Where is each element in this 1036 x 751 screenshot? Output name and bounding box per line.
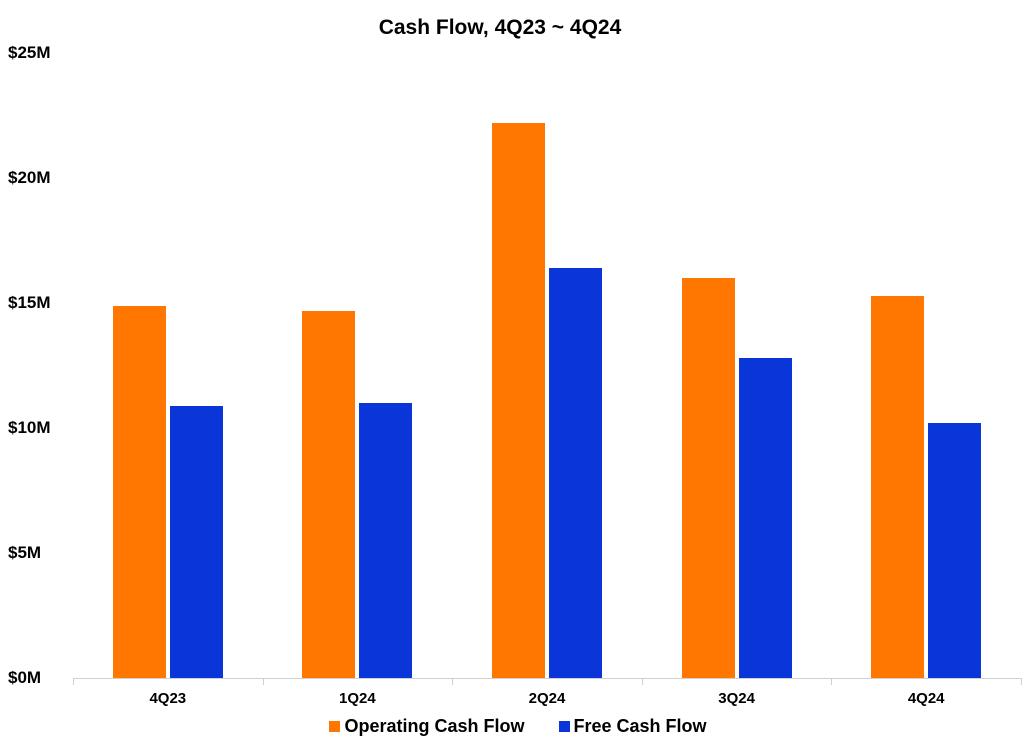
- bar-free-cash-flow: [738, 358, 792, 678]
- x-axis-line: [73, 678, 1021, 679]
- legend-swatch-free-icon: [558, 721, 570, 732]
- bar-free-cash-flow: [549, 268, 602, 678]
- bar-free-cash-flow: [359, 403, 413, 678]
- y-tick-label: $10M: [8, 418, 51, 437]
- x-tick-mark: [1021, 678, 1022, 685]
- x-tick-label: 4Q24: [907, 690, 945, 707]
- bar-operating-cash-flow: [112, 305, 166, 678]
- bar-free-cash-flow: [928, 423, 982, 678]
- legend-item-operating-cash-flow: Operating Cash Flow: [329, 716, 525, 737]
- x-tick-mark: [452, 678, 454, 685]
- legend-label: Free Cash Flow: [573, 716, 707, 736]
- legend-label: Operating Cash Flow: [344, 716, 525, 736]
- bar-free-cash-flow: [169, 405, 223, 678]
- bar-operating-cash-flow: [681, 278, 735, 678]
- x-tick-label: 3Q24: [718, 690, 755, 707]
- x-tick-mark: [831, 678, 833, 685]
- legend-swatch-operating-icon: [329, 721, 341, 732]
- bar-operating-cash-flow: [302, 310, 356, 678]
- x-tick-label: 2Q24: [528, 690, 566, 707]
- y-tick-label: $20M: [8, 168, 51, 187]
- bar-operating-cash-flow: [871, 295, 925, 678]
- x-tick-mark: [641, 678, 643, 685]
- x-tick-label: 1Q24: [339, 690, 376, 707]
- legend: Operating Cash Flow Free Cash Flow: [0, 716, 1036, 737]
- x-tick-mark: [262, 678, 264, 685]
- x-tick-mark: [73, 678, 74, 685]
- chart-title: Cash Flow, 4Q23 ~ 4Q24: [378, 16, 622, 39]
- y-tick-label: $15M: [8, 293, 51, 312]
- x-tick-label: 4Q23: [149, 690, 187, 707]
- bar-operating-cash-flow: [492, 123, 545, 678]
- y-tick-label: $5M: [8, 543, 42, 562]
- legend-item-free-cash-flow: Free Cash Flow: [558, 716, 707, 737]
- y-tick-label: $25M: [8, 43, 51, 62]
- y-tick-label: $0M: [8, 668, 42, 687]
